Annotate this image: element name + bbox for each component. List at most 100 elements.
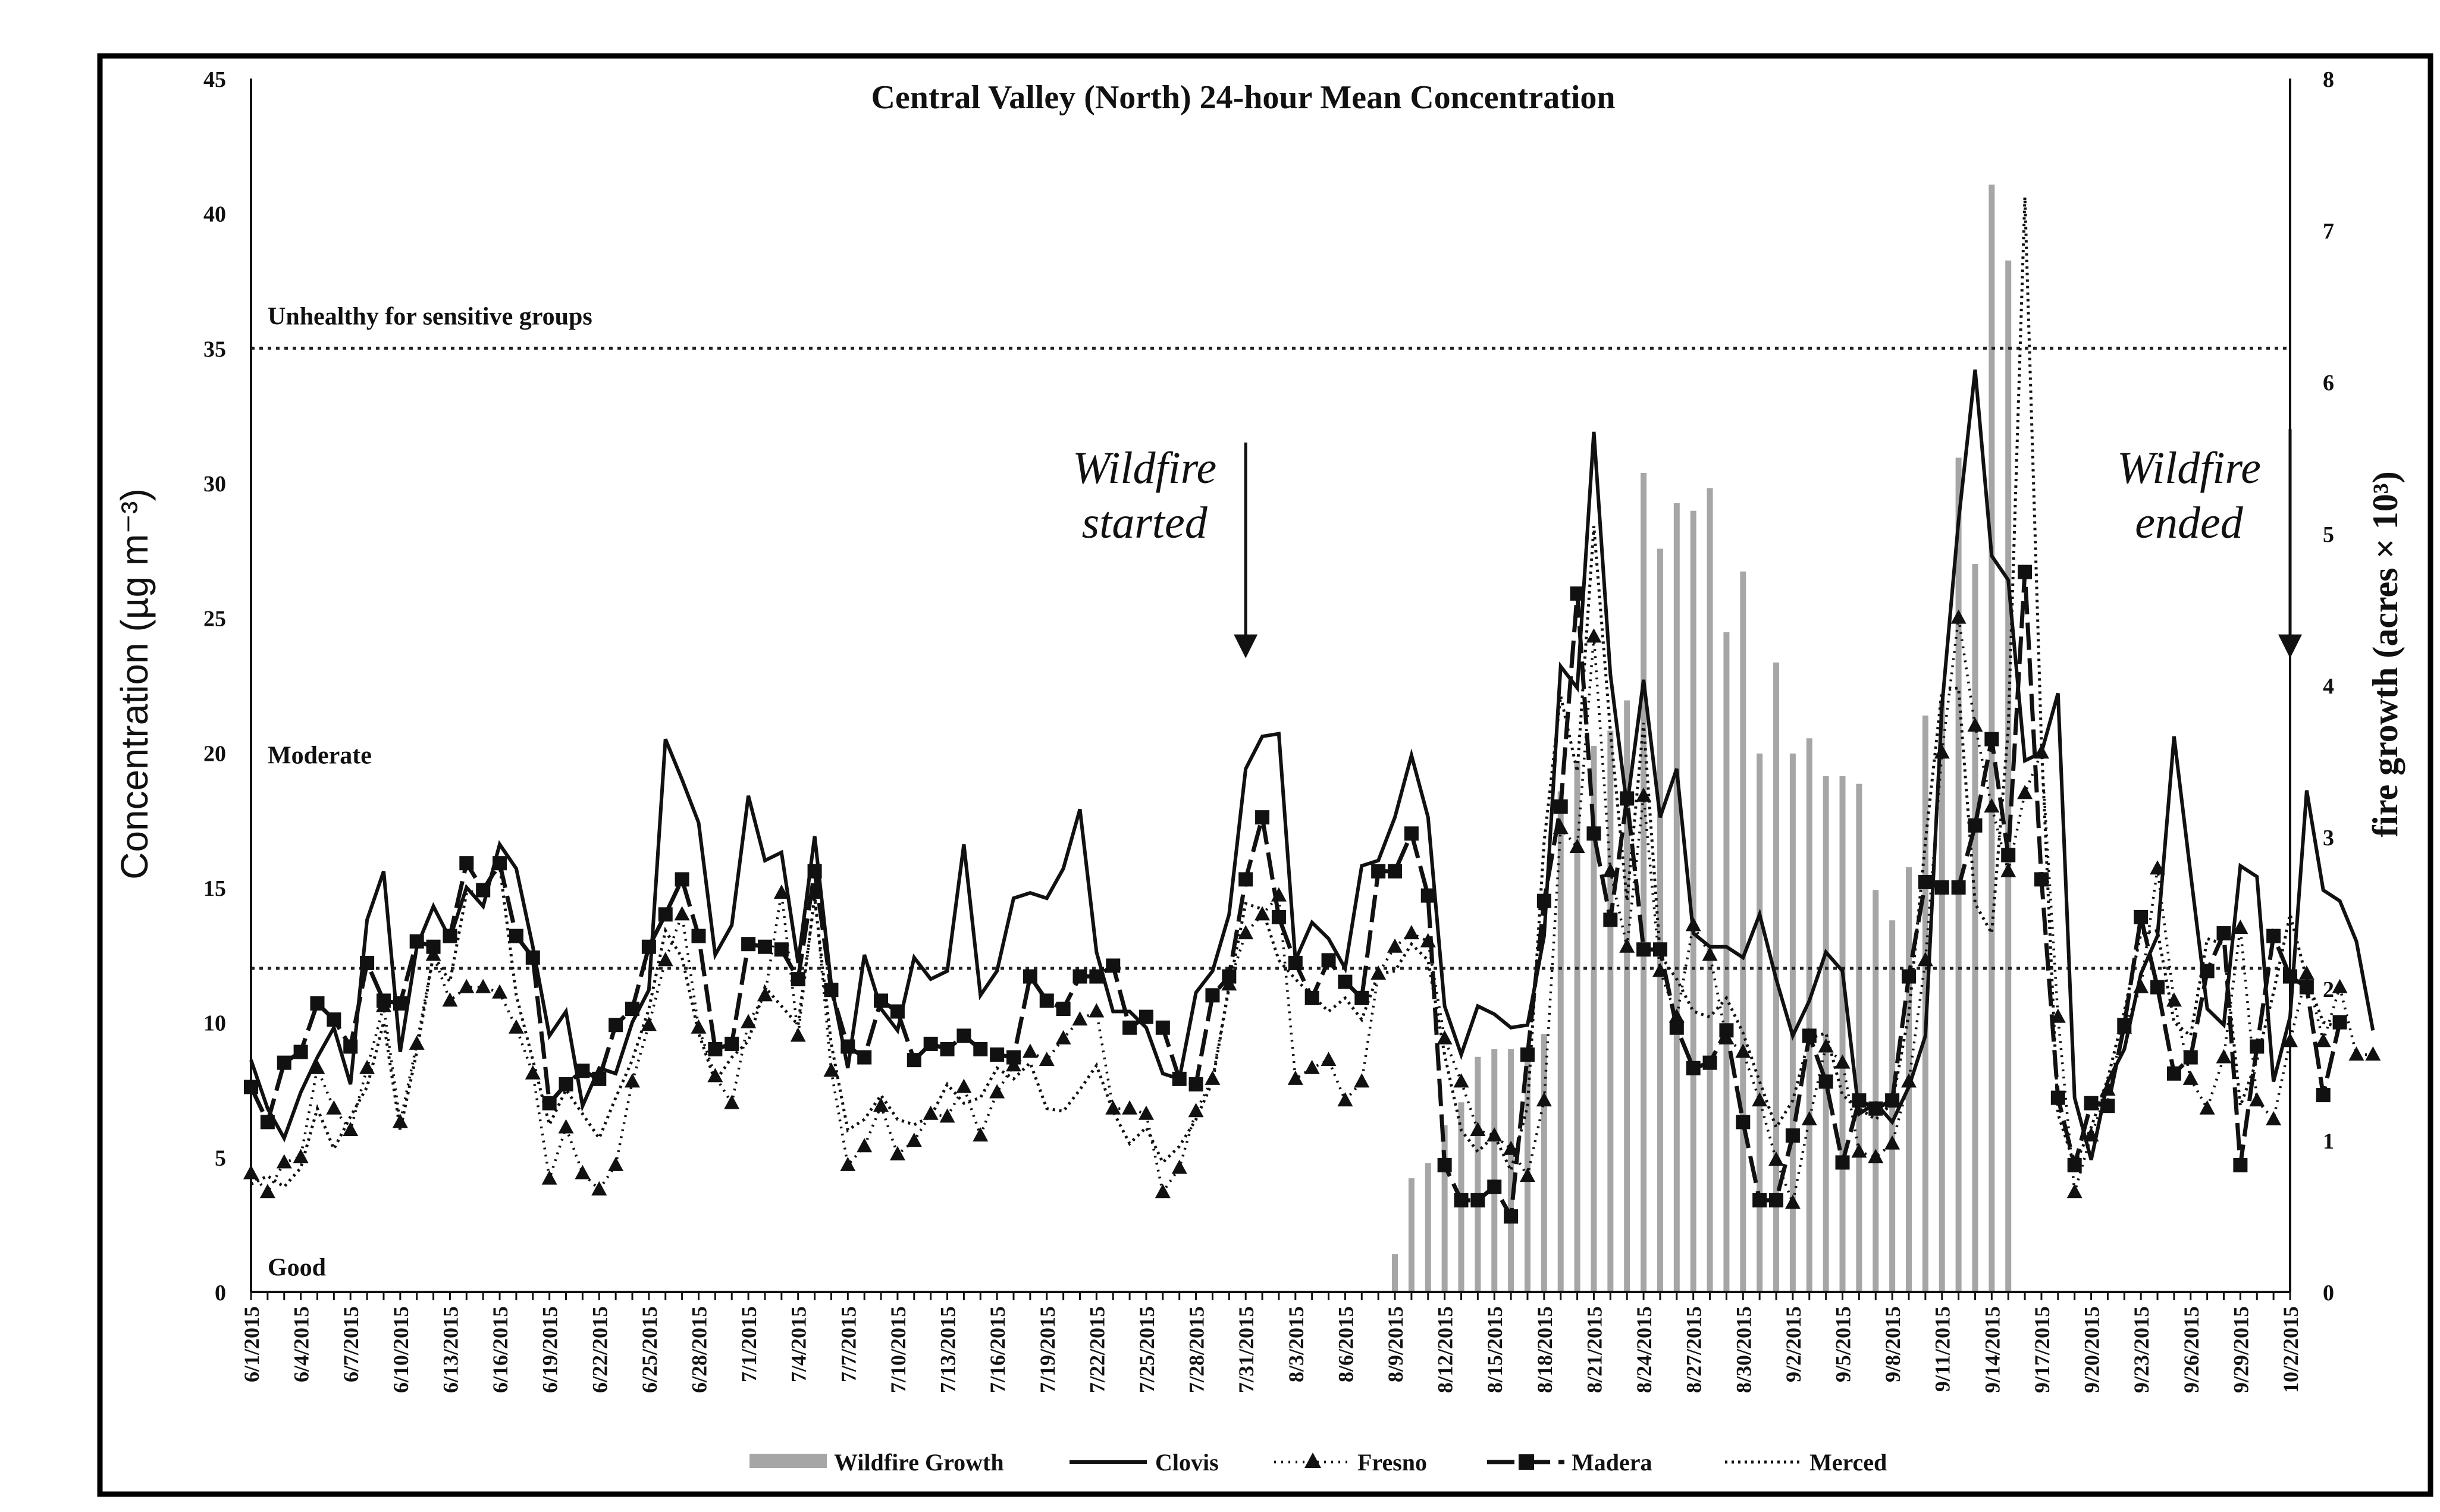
madera-point [1901, 969, 1916, 984]
fresno-point [1602, 862, 1619, 877]
fresno-point [2266, 1111, 2282, 1125]
x-tick-label: 7/4/2015 [787, 1306, 811, 1382]
fresno-point [2232, 920, 2248, 934]
madera-point [1006, 1050, 1021, 1065]
fresno-point [475, 978, 491, 993]
madera-point [2067, 1157, 2082, 1172]
madera-point [2250, 1039, 2265, 1054]
madera-point [1238, 872, 1253, 887]
fresno-point [2298, 965, 2314, 980]
x-tick-label: 6/1/2015 [240, 1306, 264, 1382]
madera-point [542, 1096, 557, 1111]
fresno-point [1503, 1140, 1519, 1155]
madera-point [1818, 1074, 1833, 1089]
y-tick-label: 10 [203, 1011, 226, 1036]
x-tick-label: 7/13/2015 [936, 1306, 960, 1393]
x-tick-label: 9/26/2015 [2179, 1306, 2203, 1393]
wildfire-growth-bar [1757, 753, 1763, 1292]
fresno-point [1039, 1052, 1055, 1066]
fresno-point [906, 1133, 922, 1147]
fresno-point [1884, 1135, 1900, 1150]
madera-point [2084, 1096, 2099, 1111]
legend-marker-madera [1519, 1454, 1534, 1470]
band-label: Good [268, 1254, 326, 1282]
madera-point [1968, 818, 1983, 833]
fresno-point [409, 1035, 425, 1050]
legend-label: Merced [1809, 1449, 1887, 1476]
madera-point [1769, 1193, 1784, 1207]
fresno-point [2066, 1184, 2083, 1199]
fresno-point [1022, 1043, 1038, 1058]
fresno-point [1138, 1105, 1154, 1120]
madera-point [1354, 990, 1369, 1005]
wildfire-growth-bar [1707, 488, 1713, 1292]
y-tick-label: 5 [215, 1146, 226, 1171]
fresno-point [2348, 1046, 2364, 1061]
fresno-point [1851, 1143, 1867, 1158]
madera-point [2034, 872, 2049, 887]
madera-point [559, 1077, 573, 1091]
madera-point [1487, 1180, 1502, 1194]
madera-point [2216, 926, 2231, 941]
fresno-point [657, 952, 673, 967]
madera-point [940, 1042, 955, 1056]
fresno-point [1702, 946, 1718, 961]
fresno-point [1536, 1092, 1552, 1107]
y-tick-label: 15 [203, 876, 226, 901]
fresno-point [1205, 1070, 1221, 1085]
fresno-point [773, 884, 789, 899]
fresno-point [2315, 1033, 2331, 1047]
wildfire-growth-bar [1723, 632, 1730, 1292]
wildfire-growth-bar [1624, 700, 1630, 1292]
madera-point [1255, 810, 1270, 825]
madera-point [2233, 1157, 2248, 1172]
x-tick-label: 8/21/2015 [1582, 1306, 1606, 1393]
fresno-point [1171, 1159, 1187, 1174]
fresno-point [1868, 1149, 1884, 1163]
x-tick-label: 8/30/2015 [1732, 1306, 1755, 1393]
fresno-point [359, 1059, 375, 1074]
fresno-point [1055, 1030, 1071, 1044]
wildfire-growth-bar [1740, 571, 1746, 1292]
madera-point [923, 1036, 938, 1051]
series-lines [243, 197, 2381, 1224]
fresno-point [1122, 1100, 1138, 1115]
y-tick-label: 45 [203, 67, 226, 92]
madera-point [1388, 864, 1403, 879]
annotation-text: Wildfire [1072, 443, 1216, 493]
fresno-point [1735, 1043, 1751, 1058]
chart-title: Central Valley (North) 24-hour Mean Conc… [871, 79, 1615, 116]
x-tick-label: 9/2/2015 [1782, 1306, 1805, 1382]
fresno-point [459, 978, 475, 993]
x-tick-label: 7/1/2015 [737, 1306, 761, 1382]
fresno-point [1403, 925, 1419, 940]
fresno-point [1752, 1092, 1768, 1107]
madera-point [1437, 1157, 1452, 1172]
fresno-point [541, 1170, 557, 1185]
x-tick-label: 6/28/2015 [687, 1306, 711, 1393]
fresno-point [2216, 1049, 2232, 1064]
fresno-point [276, 1154, 292, 1169]
x-tick-label: 8/24/2015 [1632, 1306, 1656, 1393]
wildfire-growth-bar [1789, 753, 1796, 1292]
fresno-point [1453, 1073, 1469, 1088]
legend-label: Clovis [1155, 1449, 1219, 1476]
fresno-point [889, 1146, 905, 1160]
madera-point [1719, 1023, 1734, 1038]
madera-point [1652, 942, 1667, 957]
y2-axis-label: fire growth (acres × 10³) [2366, 471, 2405, 837]
x-tick-label: 8/6/2015 [1334, 1306, 1357, 1382]
fresno-point [392, 1113, 408, 1128]
fresno-point [1950, 609, 1967, 624]
fresno-point [1984, 798, 2000, 813]
madera-point [1636, 942, 1651, 957]
madera-point [1470, 1193, 1485, 1207]
clovis-line [249, 369, 2375, 1160]
wildfire-growth-bar [1574, 761, 1580, 1292]
madera-point [459, 856, 474, 871]
x-tick-label: 10/2/2015 [2279, 1306, 2303, 1393]
fresno-point [442, 992, 458, 1007]
x-tick-label: 8/3/2015 [1284, 1306, 1308, 1382]
